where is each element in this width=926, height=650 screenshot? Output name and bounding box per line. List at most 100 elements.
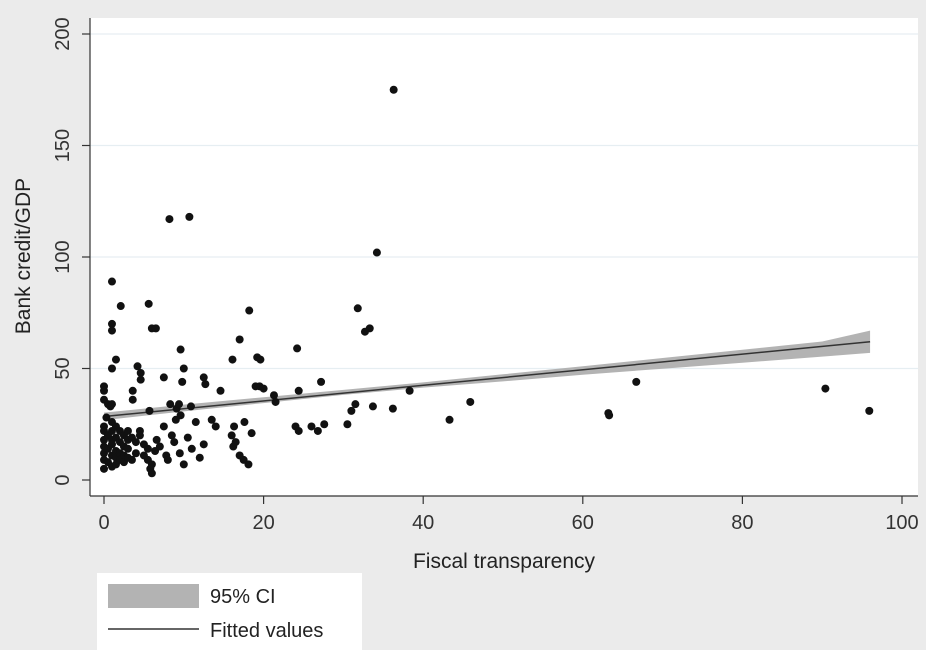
data-point-137: [211, 422, 220, 431]
data-point-49: [166, 400, 175, 409]
data-point-112: [135, 431, 144, 440]
data-point-22: [107, 364, 116, 373]
data-point-11: [107, 326, 116, 335]
data-point-18: [228, 355, 237, 364]
data-point-31: [216, 386, 225, 395]
data-point-60: [320, 420, 329, 429]
data-point-118: [147, 469, 156, 478]
data-point-26: [159, 373, 168, 382]
data-point-1: [372, 248, 381, 257]
data-point-129: [175, 449, 184, 458]
data-point-64: [368, 402, 377, 411]
data-point-4: [353, 304, 362, 313]
data-point-40: [128, 386, 137, 395]
x-tick-label-0: 0: [98, 512, 109, 534]
data-point-126: [167, 431, 176, 440]
data-point-25: [136, 375, 145, 384]
data-point-14: [245, 306, 254, 315]
y-axis-ticks: 0 50 100 150 200: [52, 17, 90, 486]
data-point-6: [360, 327, 369, 336]
data-point-43: [100, 386, 108, 395]
data-point-48: [145, 406, 154, 415]
data-point-34: [251, 382, 260, 391]
data-point-136: [207, 415, 216, 424]
data-point-138: [227, 431, 236, 440]
data-point-70: [632, 377, 641, 386]
data-point-122: [155, 442, 164, 451]
data-point-28: [199, 373, 208, 382]
data-point-71: [821, 384, 830, 393]
data-point-17: [176, 345, 185, 354]
y-tick-label-4: 200: [52, 17, 74, 50]
data-point-38: [317, 377, 326, 386]
data-point-134: [195, 453, 204, 462]
data-point-36: [271, 397, 280, 406]
legend-fit-label: Fitted values: [210, 620, 323, 642]
data-point-27: [179, 364, 188, 373]
data-point-131: [183, 433, 192, 442]
data-point-9: [144, 299, 153, 308]
data-point-7: [107, 277, 116, 286]
data-point-39: [405, 386, 414, 395]
data-point-125: [163, 455, 172, 464]
data-point-105: [123, 444, 132, 453]
data-point-23: [133, 362, 142, 371]
data-point-144: [247, 429, 256, 438]
fit-line-layer: [103, 340, 871, 418]
x-tick-label-1: 20: [252, 512, 274, 534]
data-point-24: [136, 368, 145, 377]
data-point-29: [201, 380, 210, 389]
data-point-13: [151, 324, 160, 333]
data-point-87: [107, 440, 116, 449]
y-tick-label-1: 50: [52, 357, 74, 379]
data-point-128: [171, 415, 180, 424]
x-axis-title: Fiscal transparency: [413, 550, 596, 573]
data-point-133: [191, 418, 200, 427]
legend-ci-label: 95% CI: [210, 586, 276, 608]
x-tick-label-5: 100: [885, 512, 918, 534]
data-point-132: [187, 444, 196, 453]
data-point-143: [244, 460, 253, 469]
data-point-33: [259, 384, 268, 393]
data-point-62: [347, 406, 356, 415]
data-point-69: [605, 411, 614, 420]
data-point-3: [185, 212, 194, 221]
data-point-47: [107, 400, 116, 409]
data-point-66: [445, 415, 454, 424]
data-point-52: [175, 400, 184, 409]
data-point-53: [186, 402, 195, 411]
data-point-135: [199, 440, 208, 449]
data-point-20: [256, 355, 265, 364]
x-axis-ticks: 0 20 40 60 80 100: [98, 496, 919, 534]
data-point-108: [127, 455, 136, 464]
data-point-140: [231, 438, 240, 447]
y-tick-label-3: 150: [52, 129, 74, 162]
data-point-41: [128, 395, 137, 404]
x-tick-label-3: 60: [572, 512, 594, 534]
data-point-30: [178, 377, 187, 386]
data-point-123: [159, 422, 168, 431]
y-tick-label-0: 0: [52, 474, 74, 485]
data-point-115: [143, 444, 152, 453]
data-point-79: [100, 464, 108, 473]
y-tick-label-2: 100: [52, 240, 74, 273]
data-point-121: [152, 435, 161, 444]
data-point-57: [294, 426, 303, 435]
data-point-127: [170, 438, 179, 447]
data-point-10: [107, 319, 116, 328]
points-layer: [100, 85, 874, 478]
data-point-15: [235, 335, 244, 344]
data-point-119: [147, 460, 156, 469]
fitted-line: [103, 340, 871, 418]
data-point-72: [865, 406, 874, 415]
data-point-35: [269, 391, 278, 400]
data-point-0: [389, 85, 398, 94]
data-point-110: [131, 449, 140, 458]
data-point-63: [351, 400, 360, 409]
data-point-2: [165, 215, 174, 224]
data-point-59: [313, 426, 322, 435]
data-point-8: [116, 302, 125, 311]
data-point-67: [466, 397, 475, 406]
y-axis-title: Bank credit/GDP: [12, 178, 35, 334]
data-point-58: [307, 422, 316, 431]
